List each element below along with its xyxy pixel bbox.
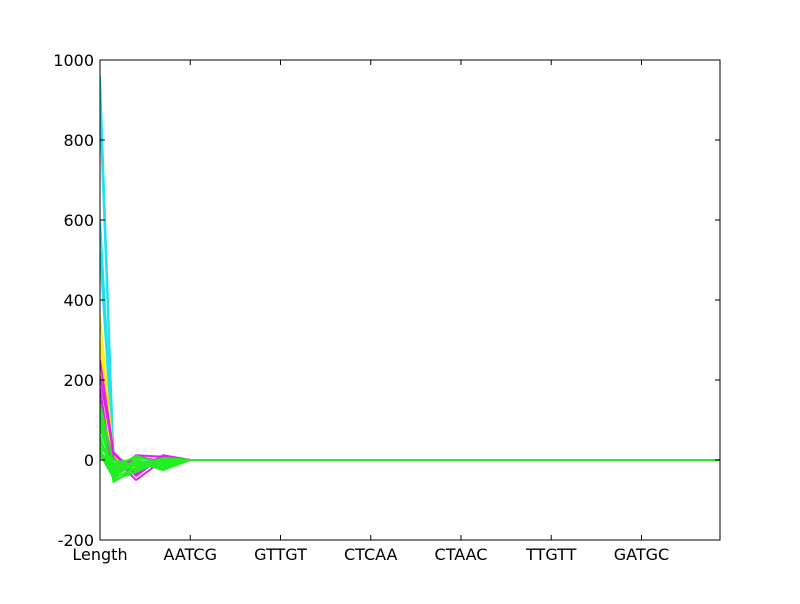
y-tick-label: 800: [63, 131, 94, 150]
x-tick-label: TTGTT: [525, 545, 577, 564]
x-tick-label: Length: [72, 545, 127, 564]
y-tick-label: 0: [84, 451, 94, 470]
series-line-yellow: [100, 355, 720, 467]
series-line-magenta: [100, 359, 720, 477]
series-line-green: [100, 403, 720, 465]
series-line-yellow: [100, 371, 720, 473]
series-line-yellow: [100, 339, 720, 471]
series-line-magenta: [100, 399, 720, 473]
plot-border: [99, 59, 721, 541]
y-tick-label: 1000: [53, 51, 94, 70]
series-line-green: [100, 411, 720, 483]
series-line-cyan: [100, 251, 720, 465]
series-line-green: [100, 439, 720, 469]
x-tick-label: GTTGT: [254, 545, 307, 564]
series-line-green: [100, 443, 720, 471]
series-line-green: [100, 447, 720, 467]
series-line-cyan: [100, 107, 720, 466]
x-tick-label: CTCAA: [344, 545, 398, 564]
series-line-magenta: [100, 423, 720, 471]
series-line-green: [100, 435, 720, 481]
y-tick-label: -200: [58, 531, 94, 550]
tick-layer: -200 0 200 400 600 800 1000 Length AATCG GTTGT CTC…: [53, 51, 720, 564]
series-layer: [100, 75, 720, 483]
series-line-yellow: [100, 315, 720, 469]
series-line-green: [100, 455, 720, 471]
x-tick-label: CTAAC: [435, 545, 488, 564]
y-tick-label: 600: [63, 211, 94, 230]
series-line-cyan: [100, 75, 720, 465]
plot-frame: [99, 59, 721, 541]
series-line-green: [100, 449, 720, 475]
series-line-green: [100, 419, 720, 477]
y-tick-label: 400: [63, 291, 94, 310]
series-line-green: [100, 453, 720, 479]
y-tick-label: 200: [63, 371, 94, 390]
series-line-magenta: [100, 411, 720, 481]
x-tick-label: AATCG: [163, 545, 217, 564]
x-tick-label: GATGC: [614, 545, 669, 564]
series-line-green: [100, 427, 720, 473]
series-line-cyan: [100, 219, 720, 467]
series-line-magenta: [100, 387, 720, 479]
